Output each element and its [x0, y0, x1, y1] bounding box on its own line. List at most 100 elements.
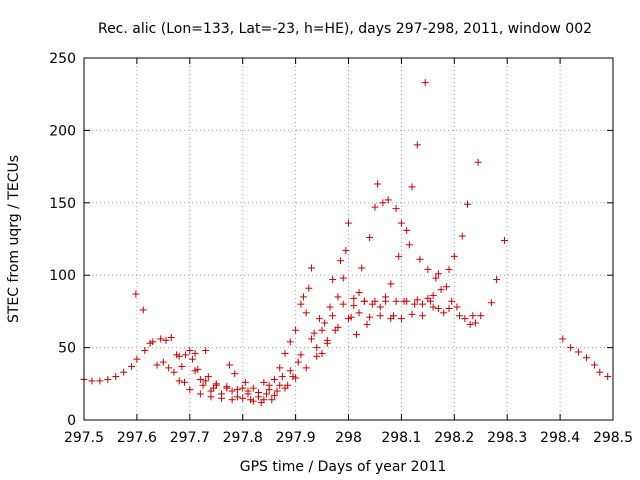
data-point: [371, 203, 379, 211]
y-tick-label: 150: [49, 196, 76, 212]
data-point: [437, 286, 445, 294]
data-points: [80, 79, 612, 407]
data-point: [268, 396, 276, 404]
data-point: [323, 339, 331, 347]
x-axis-title: GPS time / Days of year 2011: [240, 459, 447, 475]
data-point: [149, 338, 157, 346]
data-point: [233, 393, 241, 401]
data-point: [350, 302, 358, 310]
data-point: [212, 381, 220, 389]
data-point: [408, 183, 416, 191]
data-point: [170, 368, 178, 376]
x-tick-label: 298.1: [381, 430, 421, 446]
data-point: [379, 199, 387, 207]
data-point: [461, 315, 469, 323]
data-point: [450, 252, 458, 260]
data-point: [345, 219, 352, 227]
data-point: [326, 303, 334, 311]
data-point: [276, 381, 284, 389]
data-point: [188, 355, 196, 363]
data-point: [120, 368, 128, 376]
data-point: [408, 310, 416, 318]
data-point: [445, 265, 453, 273]
data-point: [403, 297, 411, 305]
data-point: [405, 241, 413, 249]
data-point: [207, 393, 215, 401]
x-tick-label: 298.5: [593, 430, 633, 446]
data-point: [453, 303, 461, 311]
data-point: [424, 265, 432, 273]
data-point: [434, 305, 442, 313]
data-point: [604, 373, 612, 381]
data-point: [387, 315, 395, 323]
data-point: [104, 375, 112, 383]
data-point: [416, 255, 424, 263]
data-point: [371, 297, 379, 305]
y-tick-label: 0: [67, 413, 76, 429]
data-point: [88, 377, 96, 385]
data-point: [448, 297, 456, 305]
data-point: [182, 351, 190, 359]
data-point: [178, 362, 186, 370]
x-tick-label: 297.6: [117, 430, 157, 446]
data-point: [464, 200, 472, 208]
data-point: [339, 300, 347, 308]
data-point: [128, 362, 136, 370]
data-point: [313, 344, 321, 352]
data-point: [276, 364, 284, 372]
data-point: [442, 283, 450, 291]
data-point: [260, 378, 268, 386]
data-point: [321, 319, 329, 327]
data-point: [202, 377, 210, 385]
data-point: [440, 309, 448, 317]
data-point: [345, 315, 352, 323]
data-point: [424, 294, 432, 302]
data-point: [297, 300, 305, 308]
data-point: [469, 312, 477, 320]
data-point: [133, 355, 141, 363]
y-axis-title: STEC from uqrg / TECUs: [6, 155, 22, 323]
data-point: [292, 326, 300, 334]
data-point: [181, 378, 189, 386]
data-point: [397, 315, 405, 323]
data-point: [360, 297, 368, 305]
data-point: [352, 331, 360, 339]
data-point: [255, 388, 263, 396]
data-point: [477, 312, 485, 320]
data-point: [456, 312, 464, 320]
data-point: [339, 274, 347, 282]
data-point: [466, 320, 474, 328]
data-point: [458, 232, 466, 240]
data-point: [421, 79, 429, 87]
data-point: [376, 312, 384, 320]
data-point: [342, 247, 350, 255]
data-point: [300, 293, 308, 301]
data-point: [167, 333, 175, 341]
x-tick-label: 298.2: [434, 430, 474, 446]
data-point: [159, 358, 167, 366]
data-point: [419, 300, 427, 308]
data-point: [501, 236, 509, 244]
data-point: [403, 226, 411, 234]
data-point: [273, 387, 281, 395]
data-point: [302, 309, 310, 317]
data-point: [318, 326, 326, 334]
data-point: [366, 234, 374, 242]
data-point: [411, 300, 419, 308]
data-point: [355, 289, 363, 297]
data-point: [263, 390, 271, 398]
data-point: [286, 338, 294, 346]
data-point: [313, 352, 321, 360]
x-tick-label: 297.8: [223, 430, 263, 446]
data-point: [162, 336, 170, 344]
data-point: [559, 335, 567, 343]
data-point: [249, 397, 257, 405]
data-point: [165, 364, 173, 372]
data-point: [445, 305, 453, 313]
x-tick-label: 297.5: [64, 430, 104, 446]
data-point: [413, 296, 421, 304]
data-point: [191, 367, 199, 375]
data-point: [233, 386, 241, 394]
data-point: [292, 374, 300, 382]
